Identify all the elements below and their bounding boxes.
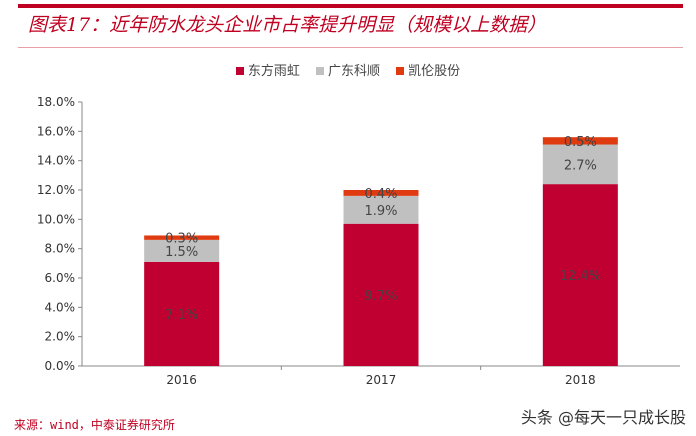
bar-segment-2-2017 [343,190,419,196]
data-label: 1.5% [165,245,198,260]
top-rule [18,4,683,8]
bar-segment-2-2016 [144,235,220,240]
bar-segment-0-2017 [343,223,419,366]
data-label: 2.7% [564,158,597,173]
bar-segment-1-2017 [343,195,419,224]
y-tick-label: 10.0% [37,212,75,226]
title-underline [18,47,683,48]
y-tick-label: 6.0% [45,271,76,285]
data-label: 0.3% [165,232,198,247]
y-tick-label: 18.0% [37,95,75,109]
data-label: 7.1% [165,308,198,323]
y-tick-label: 2.0% [45,330,76,344]
x-tick-label: 2017 [366,373,397,387]
legend: 东方雨虹 广东科顺 凯伦股份 [0,60,696,79]
chart-title: 图表17：近年防水龙头企业市占率提升明显（规模以上数据） [28,14,547,36]
legend-item-0: 东方雨虹 [235,64,300,79]
y-tick-label: 14.0% [37,154,75,168]
data-label: 9.7% [364,289,397,304]
watermark: 头条 @每天一只成长股 [520,408,686,427]
y-tick-label: 12.0% [37,183,75,197]
legend-item-1: 广东科顺 [315,64,380,79]
y-tick-label: 4.0% [45,300,76,314]
bar-segment-0-2018 [542,184,618,366]
x-tick-label: 2018 [565,373,596,387]
y-tick-label: 0.0% [45,359,76,373]
bar-segment-1-2018 [542,144,618,185]
data-label: 1.9% [364,204,397,219]
y-tick-label: 16.0% [37,124,75,138]
data-label: 0.5% [564,135,597,150]
legend-item-2: 凯伦股份 [396,64,460,79]
data-label: 12.4% [560,269,601,284]
bar-segment-1-2016 [144,239,220,262]
data-label: 0.4% [364,187,397,202]
bar-segment-0-2016 [144,261,220,366]
x-tick-label: 2016 [166,373,197,387]
bar-segment-2-2018 [542,137,618,145]
y-tick-label: 8.0% [45,242,76,256]
source-note: 来源：wind，中泰证券研究所 [14,418,175,432]
